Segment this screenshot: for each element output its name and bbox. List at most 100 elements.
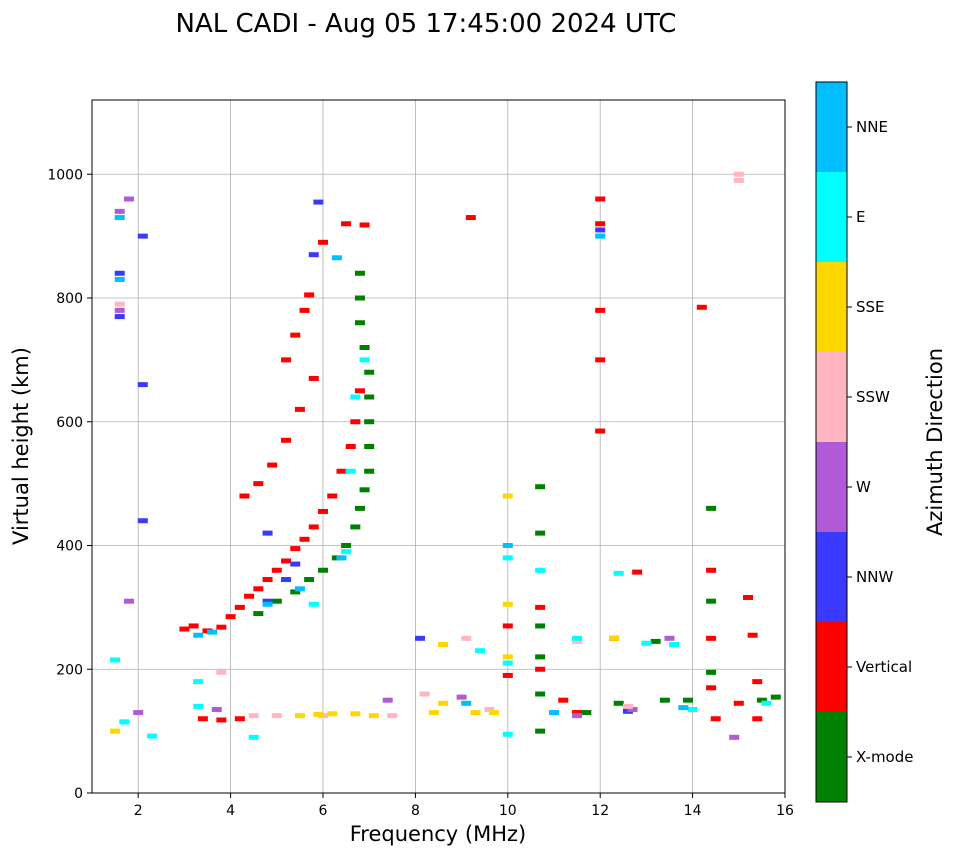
colorbar-label: E xyxy=(856,208,865,226)
data-point-nnw xyxy=(114,314,125,320)
colorbar-label: Vertical xyxy=(856,658,912,676)
data-point-x-mode xyxy=(535,728,546,734)
data-point-x-mode xyxy=(364,468,375,474)
data-point-vertical xyxy=(327,493,338,499)
data-point-vertical xyxy=(632,569,643,575)
y-axis-label: Virtual height (km) xyxy=(9,347,33,545)
data-point-e xyxy=(193,703,204,709)
data-point-w xyxy=(572,713,583,719)
data-point-vertical xyxy=(216,717,227,723)
colorbar-label: NNE xyxy=(856,118,888,136)
data-point-x-mode xyxy=(706,669,717,675)
data-point-ssw xyxy=(733,177,744,183)
data-point-nnw xyxy=(415,635,426,641)
data-point-vertical xyxy=(318,508,328,514)
colorbar-label: W xyxy=(856,478,871,496)
data-point-x-mode xyxy=(682,697,693,703)
data-point-w xyxy=(114,307,125,313)
data-point-vertical xyxy=(733,700,744,706)
data-point-vertical xyxy=(359,222,370,228)
data-point-vertical xyxy=(595,196,606,202)
data-point-e xyxy=(119,719,130,725)
x-tick-label: 10 xyxy=(499,803,517,819)
data-point-nnw xyxy=(262,598,273,604)
data-point-vertical xyxy=(465,215,476,221)
data-point-e xyxy=(502,731,513,737)
colorbar-swatch xyxy=(816,532,847,622)
data-point-nnw xyxy=(137,518,148,524)
data-point-x-mode xyxy=(613,700,624,706)
data-point-x-mode xyxy=(364,419,375,425)
grid-lines xyxy=(92,100,786,794)
data-point-vertical xyxy=(502,672,513,678)
data-point-sse xyxy=(488,710,499,716)
data-point-x-mode xyxy=(304,577,315,583)
data-point-nnw xyxy=(262,530,273,536)
data-point-vertical xyxy=(225,614,236,620)
data-point-w xyxy=(114,208,125,214)
data-point-vertical xyxy=(262,577,273,583)
x-tick-label: 8 xyxy=(411,803,420,819)
data-point-x-mode xyxy=(364,394,375,400)
data-point-x-mode xyxy=(359,345,370,350)
data-point-w xyxy=(729,734,740,740)
data-point-x-mode xyxy=(271,598,282,604)
colorbar-title: Azimuth Direction xyxy=(923,348,947,536)
y-tick-label: 200 xyxy=(56,662,83,678)
data-point-vertical xyxy=(595,357,606,363)
data-point-vertical xyxy=(253,481,264,487)
data-point-x-mode xyxy=(354,320,365,326)
data-point-e xyxy=(475,648,486,654)
data-point-sse xyxy=(438,642,449,647)
data-point-vertical xyxy=(354,388,365,394)
colorbar: X-mode Vertical NNW W SSW SSE E NNE xyxy=(815,81,913,803)
data-point-e xyxy=(572,635,583,641)
data-point-sse xyxy=(313,711,324,717)
data-point-nne xyxy=(114,276,125,282)
data-point-sse xyxy=(502,654,513,660)
colorbar-label: NNW xyxy=(856,568,893,586)
data-point-nne xyxy=(294,586,305,592)
data-point-sse xyxy=(428,710,439,716)
data-point-vertical xyxy=(299,536,310,542)
data-point-x-mode xyxy=(354,270,365,276)
data-point-x-mode xyxy=(535,484,546,490)
data-point-e xyxy=(359,357,370,363)
data-point-ssw xyxy=(271,713,282,719)
colorbar-label: X-mode xyxy=(856,748,913,766)
chart-title: NAL CADI - Aug 05 17:45:00 2024 UTC xyxy=(176,9,677,39)
data-point-nnw xyxy=(290,561,301,567)
data-point-vertical xyxy=(706,567,717,573)
data-point-vertical xyxy=(281,558,292,564)
y-tick-label: 400 xyxy=(56,539,83,555)
data-point-vertical xyxy=(535,604,546,610)
data-point-nnw xyxy=(114,270,125,276)
data-point-x-mode xyxy=(341,543,352,548)
data-point-w xyxy=(123,598,134,604)
data-point-vertical xyxy=(308,524,319,530)
data-point-nne xyxy=(595,233,606,239)
data-point-vertical xyxy=(535,666,546,672)
data-point-vertical xyxy=(308,375,319,381)
data-point-x-mode xyxy=(364,369,375,375)
plot-frame xyxy=(91,99,786,794)
data-point-nne xyxy=(549,710,559,716)
colorbar-label: SSE xyxy=(856,298,885,316)
data-point-vertical xyxy=(595,428,606,434)
data-point-e xyxy=(641,640,652,646)
data-point-e xyxy=(669,642,680,647)
data-point-nnw xyxy=(308,252,319,258)
data-point-vertical xyxy=(281,437,292,443)
data-point-sse xyxy=(327,711,338,717)
data-point-nne xyxy=(114,215,125,221)
data-point-e xyxy=(535,567,546,573)
data-point-w xyxy=(211,706,222,712)
data-point-sse xyxy=(609,635,620,641)
data-point-w xyxy=(456,694,467,700)
data-point-sse xyxy=(368,713,379,719)
data-point-vertical xyxy=(345,444,356,449)
data-point-nne xyxy=(331,255,342,261)
data-point-vertical xyxy=(502,623,513,629)
data-point-x-mode xyxy=(659,697,670,703)
data-point-vertical xyxy=(595,307,606,313)
